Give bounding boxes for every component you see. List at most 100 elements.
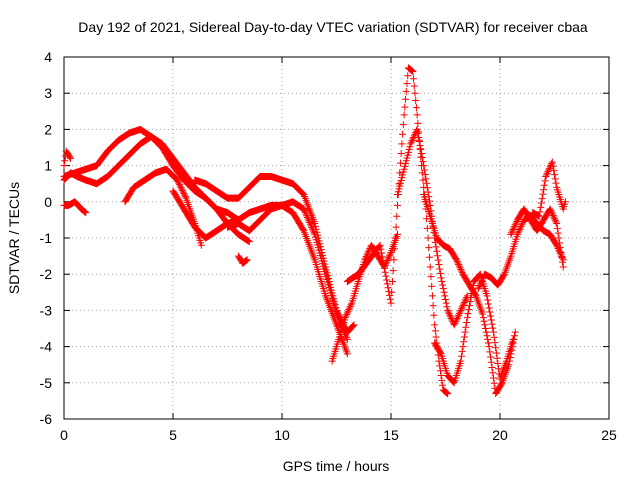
data-point	[556, 248, 564, 256]
data-point	[60, 162, 68, 170]
data-point	[544, 168, 552, 176]
data-point	[440, 288, 448, 296]
data-point	[386, 250, 394, 258]
data-point	[486, 348, 494, 356]
data-point	[462, 295, 470, 303]
data-point	[413, 111, 421, 119]
data-point	[550, 213, 558, 221]
data-point	[377, 245, 385, 253]
data-point	[418, 154, 426, 162]
data-point	[402, 95, 410, 103]
series-track-17	[529, 158, 569, 220]
x-axis-label: GPS time / hours	[283, 458, 390, 474]
data-point	[434, 252, 442, 260]
y-tick-label: 4	[44, 49, 52, 65]
data-point	[388, 288, 396, 296]
series-track-15	[474, 212, 567, 293]
data-point	[547, 207, 555, 215]
data-point	[457, 352, 465, 360]
data-point	[378, 253, 386, 261]
data-point	[517, 222, 525, 230]
data-point	[430, 311, 438, 319]
series-track-2	[60, 125, 253, 246]
data-point	[407, 66, 415, 74]
data-point	[197, 241, 205, 249]
data-point	[306, 219, 314, 227]
data-point	[434, 256, 442, 264]
data-point	[301, 207, 309, 215]
data-point	[66, 153, 74, 161]
data-point	[436, 349, 444, 357]
data-point	[414, 129, 422, 137]
data-point	[302, 210, 310, 218]
data-point	[450, 321, 458, 329]
data-point	[460, 338, 468, 346]
data-point	[452, 256, 460, 264]
data-point	[442, 299, 450, 307]
data-point	[486, 308, 494, 316]
data-point	[381, 268, 389, 276]
data-point	[399, 121, 407, 129]
data-point	[412, 96, 420, 104]
data-point	[388, 277, 396, 285]
data-point	[80, 207, 88, 215]
data-point	[342, 332, 350, 340]
data-point	[349, 322, 357, 330]
data-point	[487, 312, 495, 320]
data-point	[509, 335, 517, 343]
data-point	[411, 89, 419, 97]
data-point	[510, 224, 518, 232]
data-point	[540, 181, 548, 189]
data-point	[509, 226, 517, 234]
series-track-5	[121, 165, 205, 249]
data-point	[459, 343, 467, 351]
y-tick-label: -4	[40, 339, 53, 355]
data-point	[410, 82, 418, 90]
y-tick-label: -3	[40, 302, 53, 318]
data-point	[445, 310, 453, 318]
data-point	[415, 137, 423, 145]
data-point	[346, 302, 354, 310]
y-tick-label: -1	[40, 230, 53, 246]
data-point	[548, 210, 556, 218]
data-point	[443, 389, 451, 397]
data-point	[343, 309, 351, 317]
chart-title: Day 192 of 2021, Sidereal Day-to-day VTE…	[78, 19, 588, 35]
data-point	[535, 212, 543, 220]
data-point	[551, 171, 558, 179]
data-point	[407, 138, 415, 146]
data-point	[175, 179, 183, 187]
data-point	[303, 212, 311, 220]
data-point	[558, 258, 566, 266]
data-point	[304, 215, 312, 223]
data-point	[420, 166, 428, 174]
data-point	[455, 262, 463, 270]
data-point	[397, 150, 405, 158]
data-point	[487, 358, 495, 366]
data-point	[179, 188, 187, 196]
data-point	[82, 209, 90, 217]
x-tick-label: 0	[60, 427, 68, 443]
data-point	[383, 280, 391, 288]
y-tick-label: -2	[40, 266, 53, 282]
data-point	[300, 205, 308, 213]
data-point	[513, 230, 521, 238]
data-point	[376, 241, 384, 249]
data-point	[508, 227, 516, 235]
data-point	[452, 316, 460, 324]
data-point	[387, 299, 395, 307]
data-point	[386, 252, 394, 260]
data-point	[457, 267, 465, 275]
data-point	[477, 278, 485, 286]
data-point	[512, 219, 520, 227]
data-point	[382, 272, 390, 280]
data-point	[494, 359, 502, 367]
data-point	[335, 317, 343, 325]
data-point	[550, 166, 558, 174]
y-tick-label: -5	[40, 375, 53, 391]
data-point	[415, 133, 423, 141]
data-point	[460, 333, 468, 341]
series-track-12	[394, 125, 471, 329]
data-point	[418, 150, 426, 158]
data-point	[411, 130, 419, 138]
